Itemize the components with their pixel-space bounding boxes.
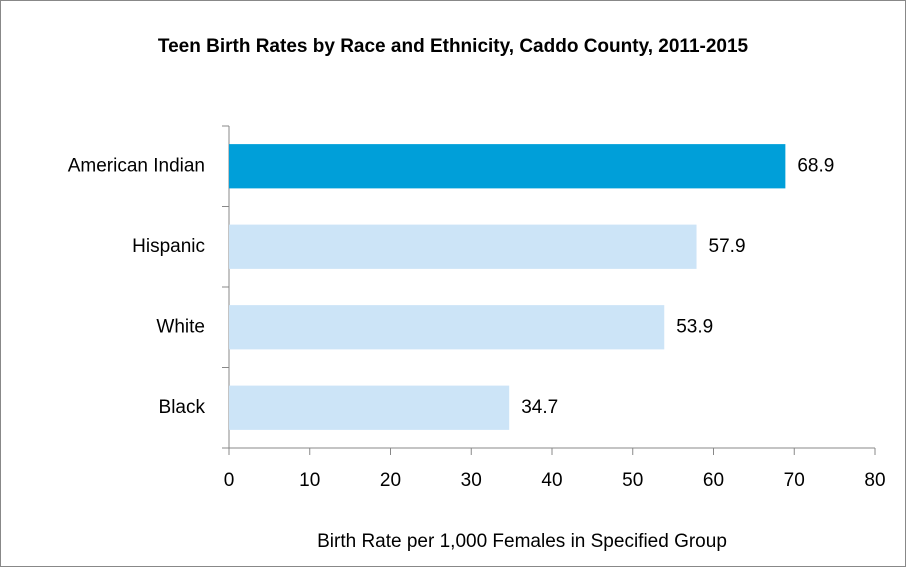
bar [229,305,665,350]
data-label: 34.7 [521,397,558,418]
x-tick-label: 30 [461,470,482,491]
x-axis-title: Birth Rate per 1,000 Females in Specifie… [317,531,727,552]
x-tick-label: 40 [541,470,562,491]
data-label: 68.9 [797,155,834,176]
x-tick-label: 0 [224,470,235,491]
bar [229,224,697,269]
x-tick-label: 50 [622,470,643,491]
bar [229,144,786,189]
data-label: 57.9 [709,236,746,257]
data-label: 53.9 [676,316,713,337]
x-tick-label: 20 [380,470,401,491]
x-tick-label: 80 [864,470,885,491]
chart-title: Teen Birth Rates by Race and Ethnicity, … [157,36,749,57]
bar [229,385,510,430]
y-tick-label: American Indian [68,155,205,176]
x-tick-label: 60 [703,470,724,491]
x-tick-label: 10 [299,470,320,491]
y-tick-label: Black [159,397,206,418]
y-tick-label: Hispanic [132,236,205,257]
x-tick-label: 70 [784,470,805,491]
y-tick-label: White [156,316,205,337]
